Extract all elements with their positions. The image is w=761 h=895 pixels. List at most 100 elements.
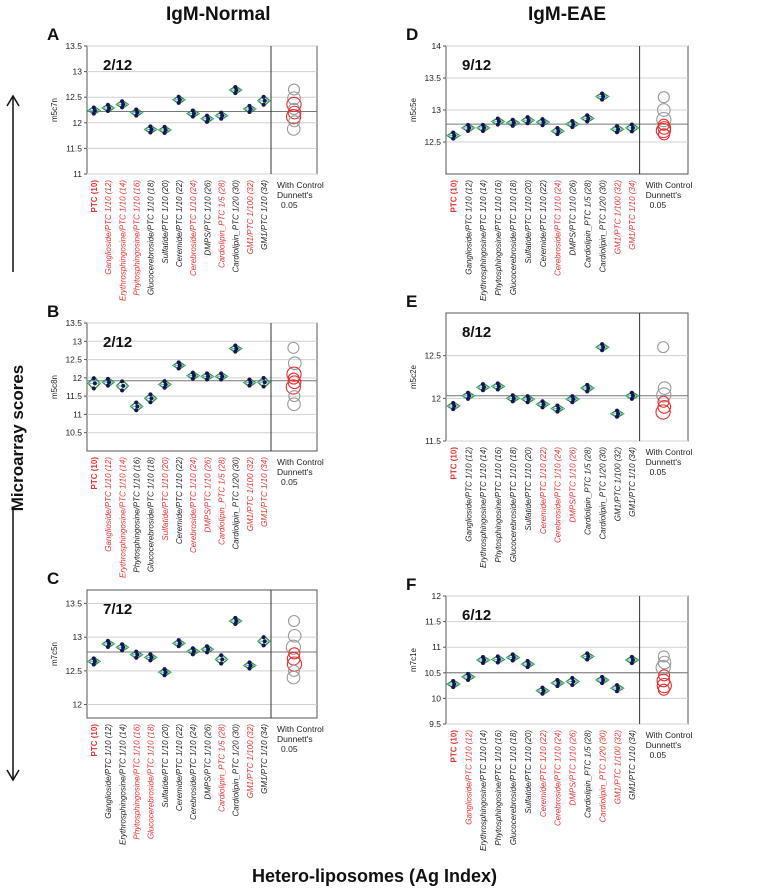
data-point [92,381,97,386]
data-point [233,91,238,96]
category-label: GM1/PTC 1/10 (34) [628,730,637,800]
category-label: PTC (10) [90,457,99,490]
category-label: Sulfatide/PTC 1/10 (20) [524,447,533,531]
data-point [162,124,167,129]
panel-score: 8/12 [462,324,491,341]
panel-score: 9/12 [462,57,491,74]
data-point [220,657,225,662]
data-point [629,396,634,401]
category-label: Cardiolipin_PTC 1/20 (30) [598,730,607,823]
data-point [105,376,110,381]
control-caption: 0.05 [281,200,298,210]
category-label: DMPS/PTC 1/10 (26) [203,180,212,256]
plot-frame [86,589,318,719]
control-caption: With Control [646,180,693,190]
category-label: Cerebroside/PTC 1/10 (24) [554,447,563,543]
data-point [191,649,196,654]
panel-letter: A [47,25,59,44]
y-tick-label: 13.5 [65,598,82,608]
control-caption: 0.05 [650,750,667,760]
data-point [541,120,546,125]
category-label: GM1/PTC 1/10 (34) [260,724,269,794]
data-point [480,388,485,393]
comparison-circle [658,669,671,682]
y-tick-label: 11.5 [66,143,82,153]
data-point [247,110,252,115]
data-point [205,650,210,655]
category-label: Ganglioside/PTC 1/10 (12) [104,724,113,819]
data-point [571,397,576,402]
comparison-circle [655,660,671,676]
data-point [247,103,252,108]
data-point [510,399,515,404]
comparison-circle [286,122,301,136]
category-label: GM1/PTC 1/10 (34) [628,447,637,517]
data-point [585,113,590,118]
y-tick-label: 9.5 [429,719,441,729]
data-point [233,615,238,620]
comparison-circle [287,83,301,96]
category-label: DMPS/PTC 1/10 (26) [569,180,578,256]
data-point [134,408,139,413]
data-point [177,641,182,646]
comparison-circle [657,381,672,395]
y-tick-label: 12.5 [424,351,441,361]
category-label: Cerebroside/PTC 1/10 (24) [189,457,198,553]
comparison-circle [657,655,672,670]
data-point [219,653,224,658]
data-point [467,393,472,398]
y-tick-label: 10.5 [424,668,441,678]
category-label: Glucocerebroside/PTC 1/10 (18) [147,724,156,840]
category-label: Ceremide/PTC 1/10 (22) [539,447,548,534]
data-point [570,394,575,399]
data-point [261,643,266,648]
data-point [163,127,168,132]
category-label: DMPS/PTC 1/10 (26) [569,730,578,806]
category-label: DMPS/PTC 1/10 (26) [569,447,578,523]
column-title-igm-eae: IgM-EAE [528,4,607,25]
control-caption: With Control [646,447,693,457]
comparison-circle [655,404,671,420]
data-point [261,102,266,107]
data-point [162,379,167,384]
comparison-circle [288,115,301,128]
data-point [191,111,196,116]
data-point [495,122,500,127]
data-point [149,127,154,132]
data-point [525,115,530,120]
data-point [480,128,485,133]
data-point [107,641,112,646]
category-label: Erythrosphingosine/PTC 1/10 (14) [118,457,127,578]
y-tick-label: 13.5 [65,318,82,328]
y-tick-label: 14 [432,41,442,51]
data-point [176,94,181,99]
data-point [466,677,471,682]
y-tick-label: 12 [73,373,83,383]
category-label: GM1/PTC 1/100 (32) [613,447,622,522]
data-point [219,110,224,115]
data-point [510,652,515,657]
data-point [105,109,110,114]
data-point [219,377,224,382]
data-point [177,363,182,368]
data-point [451,679,456,684]
category-label: GM1/PTC 1/10 (34) [260,180,269,250]
category-label: Ganglioside/PTC 1/10 (12) [464,730,473,825]
data-point [233,343,238,348]
data-point [555,684,560,689]
comparison-circle [288,390,301,403]
panel-score: 6/12 [462,607,491,624]
category-label: Glucocerebroside/PTC 1/10 (18) [147,180,156,295]
category-label: Cardiolipin_PTC 1/20 (30) [232,457,241,550]
category-label: GM1/PTC 1/100 (32) [613,180,622,255]
category-label: Erythrosphingosine/PTC 1/10 (14) [479,447,488,568]
y-tick-label: 13 [73,336,83,346]
comparison-circle [287,614,301,628]
data-point [220,113,225,118]
comparison-circle [656,387,672,403]
data-point [91,111,96,116]
data-point [480,122,485,127]
data-point [495,381,500,386]
panel-score: 7/12 [103,601,132,618]
comparison-circle [656,103,671,117]
